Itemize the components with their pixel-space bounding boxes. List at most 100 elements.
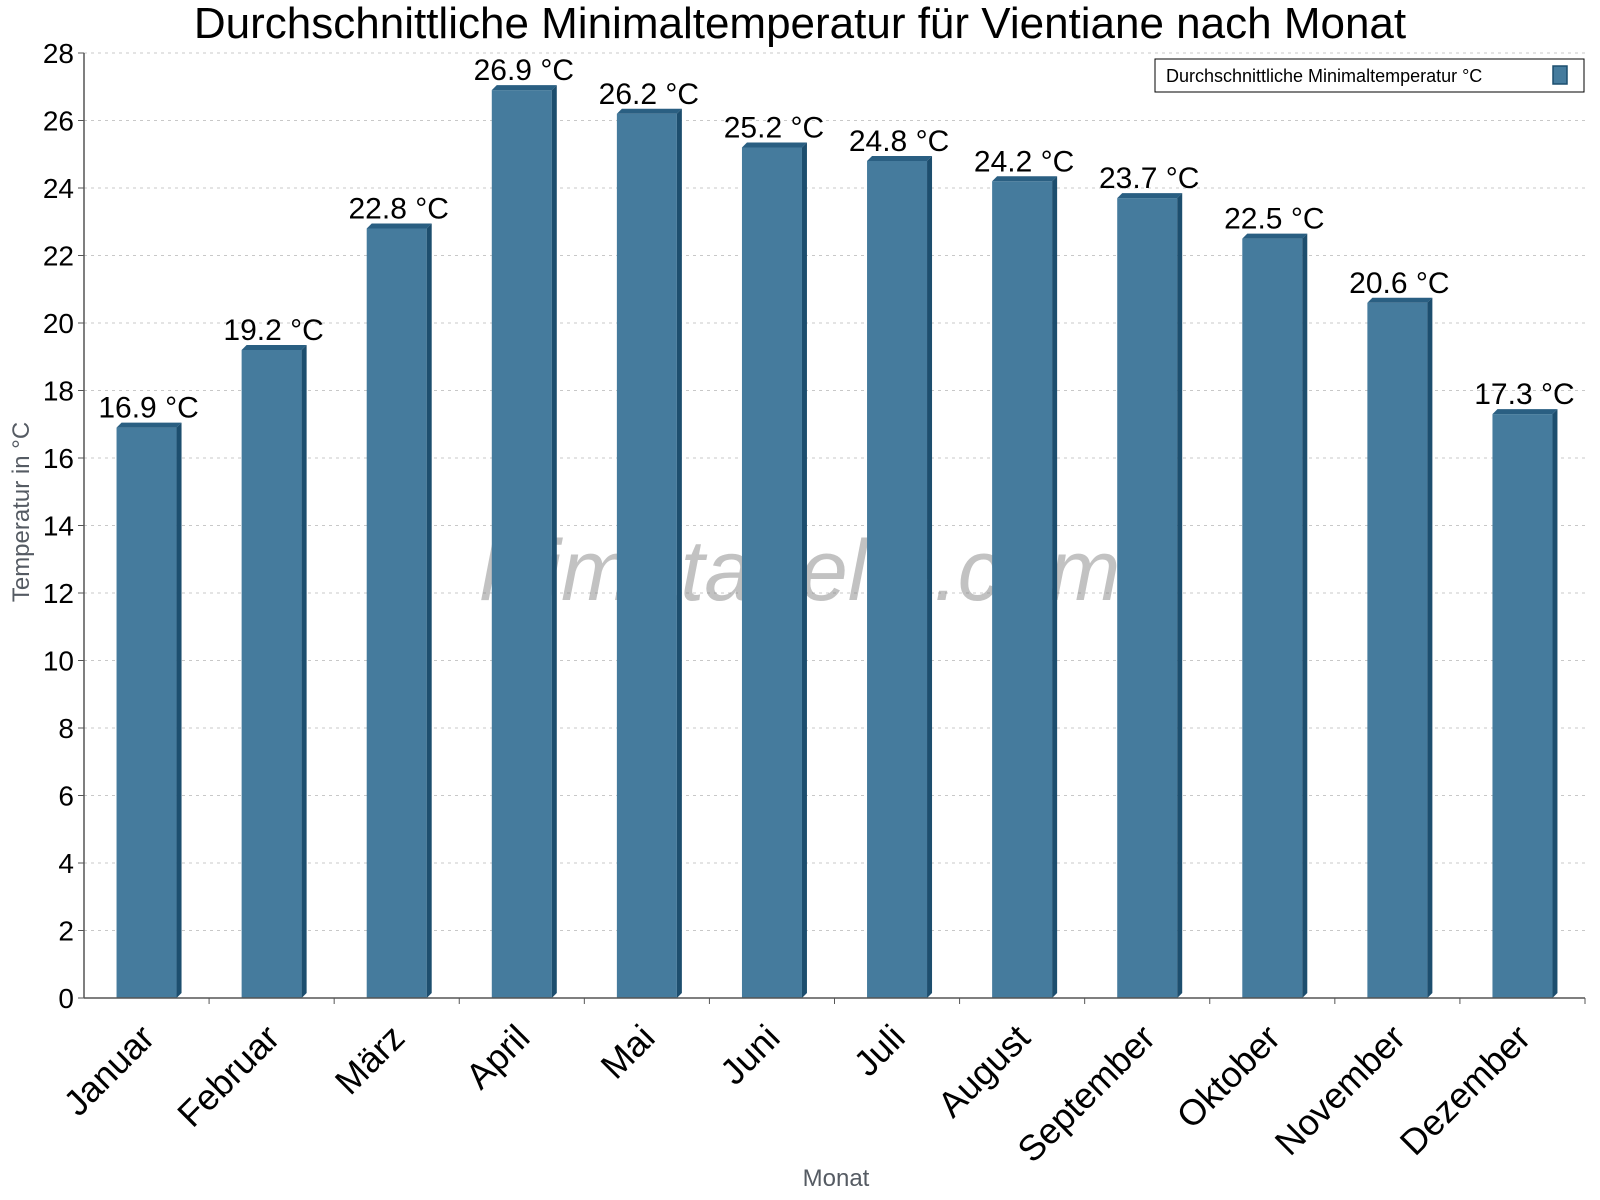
- legend-label: Durchschnittliche Minimaltemperatur °C: [1166, 66, 1482, 86]
- y-tick-label: 8: [58, 713, 74, 744]
- bar-juni: [741, 142, 807, 998]
- y-tick-label: 28: [43, 38, 74, 69]
- bar-side-face: [176, 422, 182, 998]
- y-tick-label: 18: [43, 376, 74, 407]
- y-tick-label: 22: [43, 241, 74, 272]
- data-label: 26.9 °C: [474, 54, 574, 87]
- bar-oktober: [1242, 233, 1308, 998]
- chart-title: Durchschnittliche Minimaltemperatur für …: [194, 0, 1406, 48]
- y-tick-label: 16: [43, 443, 74, 474]
- bar-dezember: [1492, 409, 1558, 998]
- bar-front: [616, 113, 677, 998]
- data-label: 22.8 °C: [349, 193, 449, 226]
- data-label: 19.2 °C: [223, 314, 323, 347]
- x-tick-label: April: [458, 1017, 538, 1097]
- bar-front: [992, 181, 1053, 998]
- data-label: 22.5 °C: [1224, 203, 1324, 236]
- bar-top-face: [491, 85, 557, 91]
- y-tick-label: 10: [43, 646, 74, 677]
- y-tick-label: 12: [43, 578, 74, 609]
- bar-side-face: [1052, 176, 1058, 998]
- data-labels: 16.9 °C 19.2 °C 22.8 °C 26.9 °C 26.2 °C 25.2 …: [98, 54, 1574, 425]
- y-tick-label: 4: [58, 848, 74, 879]
- bar-top-face: [992, 176, 1058, 182]
- bar-front: [1492, 414, 1553, 998]
- bar-front: [116, 427, 177, 998]
- y-tick-label: 26: [43, 106, 74, 137]
- bar-side-face: [1302, 233, 1308, 998]
- bar-top-face: [1492, 409, 1558, 415]
- x-tick-label: November: [1267, 1017, 1413, 1163]
- bar-side-face: [426, 223, 432, 998]
- data-label: 25.2 °C: [724, 112, 824, 145]
- bar-august: [992, 176, 1058, 998]
- bar-januar: [116, 422, 182, 998]
- data-label: 26.2 °C: [599, 78, 699, 111]
- bar-top-face: [867, 156, 933, 161]
- bar-top-face: [366, 223, 432, 229]
- bar-top-face: [1242, 233, 1308, 239]
- x-tick-label: Juni: [712, 1017, 788, 1093]
- bar-juli: [867, 156, 933, 998]
- bar-top-face: [741, 142, 807, 148]
- y-tick-label: 14: [43, 511, 74, 542]
- y-tick-label: 24: [43, 173, 74, 204]
- x-tick-labels: Januar Februar März April Mai Juni Juli AugustS…: [55, 1017, 1538, 1171]
- y-axis-label: Temperatur in °C: [8, 422, 35, 602]
- data-label: 16.9 °C: [98, 392, 198, 425]
- x-axis-label: Monat: [803, 1165, 870, 1192]
- bar-top-face: [616, 108, 682, 114]
- x-tick-label: September: [1009, 1017, 1163, 1171]
- y-tick-label: 20: [43, 308, 74, 339]
- legend-swatch: [1552, 65, 1568, 85]
- x-tick-label: Juli: [846, 1017, 913, 1084]
- bar-februar: [241, 345, 307, 998]
- data-label: 17.3 °C: [1474, 378, 1574, 411]
- bar-front: [741, 147, 802, 998]
- bar-september: [1117, 193, 1183, 998]
- bar-front: [867, 161, 928, 998]
- x-tick-label: Januar: [55, 1017, 162, 1124]
- x-tick-label: Dezember: [1392, 1017, 1538, 1163]
- bar-front: [366, 228, 427, 998]
- x-tick-label: Februar: [169, 1017, 287, 1135]
- bar-november: [1367, 297, 1433, 998]
- bar-mai: [616, 108, 682, 998]
- x-tick-label: August: [930, 1017, 1038, 1125]
- y-tick-label: 6: [58, 781, 74, 812]
- bar-top-face: [241, 345, 307, 350]
- legend-box: [1154, 58, 1585, 93]
- bar-front: [1117, 198, 1178, 998]
- axes: [78, 52, 1586, 1004]
- data-label: 23.7 °C: [1099, 162, 1199, 195]
- y-tick-label: 2: [58, 916, 74, 947]
- bar-side-face: [927, 156, 933, 998]
- bar-side-face: [1177, 193, 1183, 998]
- bar-front: [241, 350, 302, 998]
- data-label: 24.8 °C: [849, 125, 949, 158]
- data-label: 24.2 °C: [974, 145, 1074, 178]
- bars: [116, 85, 1558, 998]
- bar-front: [491, 90, 552, 998]
- bar-side-face: [676, 108, 682, 998]
- bar-side-face: [1552, 409, 1558, 998]
- bar-side-face: [1427, 297, 1433, 998]
- y-tick-label: 0: [58, 983, 74, 1014]
- x-tick-label: März: [327, 1017, 413, 1103]
- bar-side-face: [551, 85, 557, 998]
- bar-top-face: [116, 422, 182, 428]
- x-tick-label: Mai: [593, 1017, 663, 1087]
- bar-side-face: [301, 345, 307, 998]
- x-tick-label: Oktober: [1168, 1017, 1288, 1137]
- bar-front: [1242, 238, 1303, 998]
- data-label: 20.6 °C: [1349, 267, 1449, 300]
- legend: Durchschnittliche Minimaltemperatur °C: [1154, 58, 1585, 93]
- bar-märz: [366, 223, 432, 998]
- bar-top-face: [1367, 297, 1433, 303]
- grid-lines: [84, 52, 1585, 931]
- bar-front: [1367, 302, 1428, 998]
- bar-top-face: [1117, 193, 1183, 199]
- bar-side-face: [801, 142, 807, 998]
